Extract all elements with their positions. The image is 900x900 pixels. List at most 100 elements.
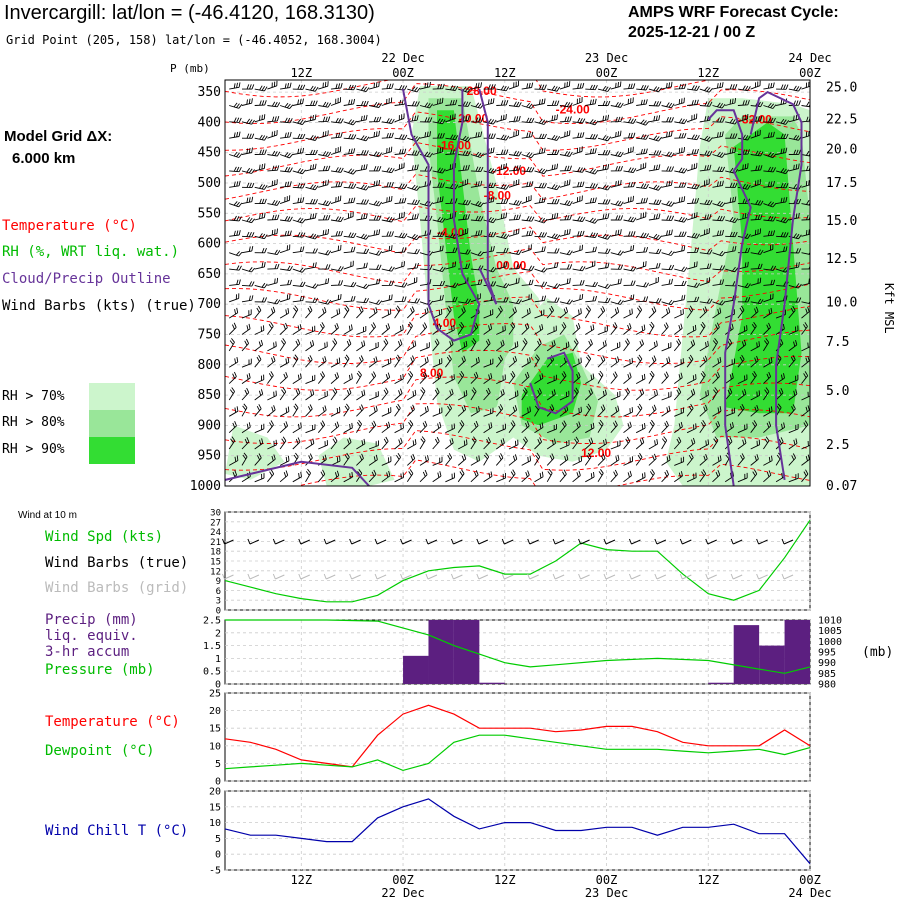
wind-barb [674, 323, 683, 335]
precip-bar [708, 682, 734, 684]
wind-barb [725, 98, 737, 106]
temperature-contour [225, 430, 810, 471]
wind-barb [445, 247, 458, 254]
wind-barb [572, 230, 585, 237]
wind-barb [330, 216, 344, 223]
wind-barb [394, 99, 407, 106]
wind-barb [318, 299, 332, 305]
wind-barb [496, 438, 505, 450]
wind-barb [343, 403, 350, 417]
wind-barb [241, 387, 250, 401]
wind-barb [496, 233, 510, 240]
wind-barb [305, 213, 317, 221]
wind-barb [788, 184, 802, 191]
p-level-label: 350 [198, 85, 221, 100]
wind-barb [394, 247, 407, 254]
wind-barb [712, 307, 722, 319]
wind-barb [636, 119, 650, 126]
wind-barb [381, 132, 394, 139]
wind-barb [445, 261, 457, 270]
wind-barb [775, 388, 784, 401]
surface-wind-barb-true [323, 538, 336, 545]
cloud-outline-segment [225, 460, 370, 486]
wind-barb [534, 217, 548, 224]
page-title: Invercargill: lat/lon = (-46.4120, 168.3… [4, 2, 375, 24]
wind-barb [279, 421, 289, 434]
temperature-contour [225, 403, 810, 444]
p-level-label: 400 [198, 115, 221, 130]
temperature-contour [225, 141, 810, 177]
wind-barb [229, 293, 240, 303]
wind-barb [356, 262, 368, 270]
wind-barb [267, 263, 280, 270]
wind-barb [407, 213, 419, 221]
wind-barb [496, 247, 509, 254]
wind-barb [699, 453, 708, 466]
wind-barb [228, 357, 239, 368]
wind-barb [432, 231, 446, 237]
wind-barb [585, 324, 595, 335]
wind-barb [279, 322, 288, 335]
surface-wind-barb-true [705, 538, 717, 545]
wind-barb [699, 164, 712, 172]
wind-barb [280, 230, 292, 237]
wind-barb [521, 230, 534, 237]
wind-barb [572, 293, 584, 303]
wind-barb [521, 195, 532, 205]
wind-barb [356, 233, 370, 240]
wind-barb [254, 354, 262, 368]
wind-barb [445, 339, 454, 352]
precip-bar [759, 645, 785, 684]
wind-barb [267, 306, 276, 319]
wind-barb [661, 436, 668, 450]
wind-barb [597, 283, 612, 289]
wind-barb [750, 179, 761, 188]
wind-barb [788, 325, 799, 335]
wind-barb [318, 151, 332, 157]
wind-barb [330, 230, 343, 237]
wind-barb [445, 113, 456, 123]
wind-barb [763, 82, 775, 90]
wind-barb [267, 277, 279, 286]
wind-barb [776, 232, 789, 238]
wind-barb [432, 182, 445, 188]
wind-barb [597, 199, 611, 205]
wind-barb [407, 340, 417, 352]
wind-barb [407, 101, 420, 107]
wind-barb [521, 338, 528, 352]
wind-barb [343, 133, 357, 140]
wind-barb [674, 266, 688, 272]
wind-barb [508, 263, 522, 270]
wind-barb [241, 133, 255, 139]
wind-barb [356, 438, 366, 450]
wind-barb [432, 97, 444, 106]
wind-barb [712, 470, 721, 483]
wind-barb [572, 244, 583, 254]
wind-barb [457, 469, 465, 483]
wind-barb [267, 420, 274, 433]
wind-barb [750, 469, 758, 483]
wind-barb [776, 196, 788, 205]
wind-barb [254, 233, 268, 240]
surface-wind-barb-grid [552, 573, 565, 580]
wind-barb [381, 372, 391, 384]
wind-barb [776, 133, 789, 139]
wind-barb [674, 280, 687, 287]
wind-barb [547, 184, 561, 191]
wind-barb [661, 131, 673, 139]
wind-barb [445, 388, 454, 401]
wind-barb [419, 420, 428, 434]
wind-barb [661, 250, 675, 256]
wind-barb [699, 420, 706, 433]
wind-barb [496, 339, 505, 352]
wind-barb [470, 470, 479, 483]
wind-barb [521, 455, 532, 466]
wind-barb [267, 321, 274, 335]
legend-rh90: RH > 90% [2, 442, 65, 457]
wind-barb [699, 355, 708, 368]
surface-wind-barb-true [654, 538, 667, 545]
wind-barb [305, 325, 316, 335]
wind-barb [750, 298, 764, 305]
wind-barb [534, 232, 548, 238]
wind-barb [508, 228, 520, 237]
